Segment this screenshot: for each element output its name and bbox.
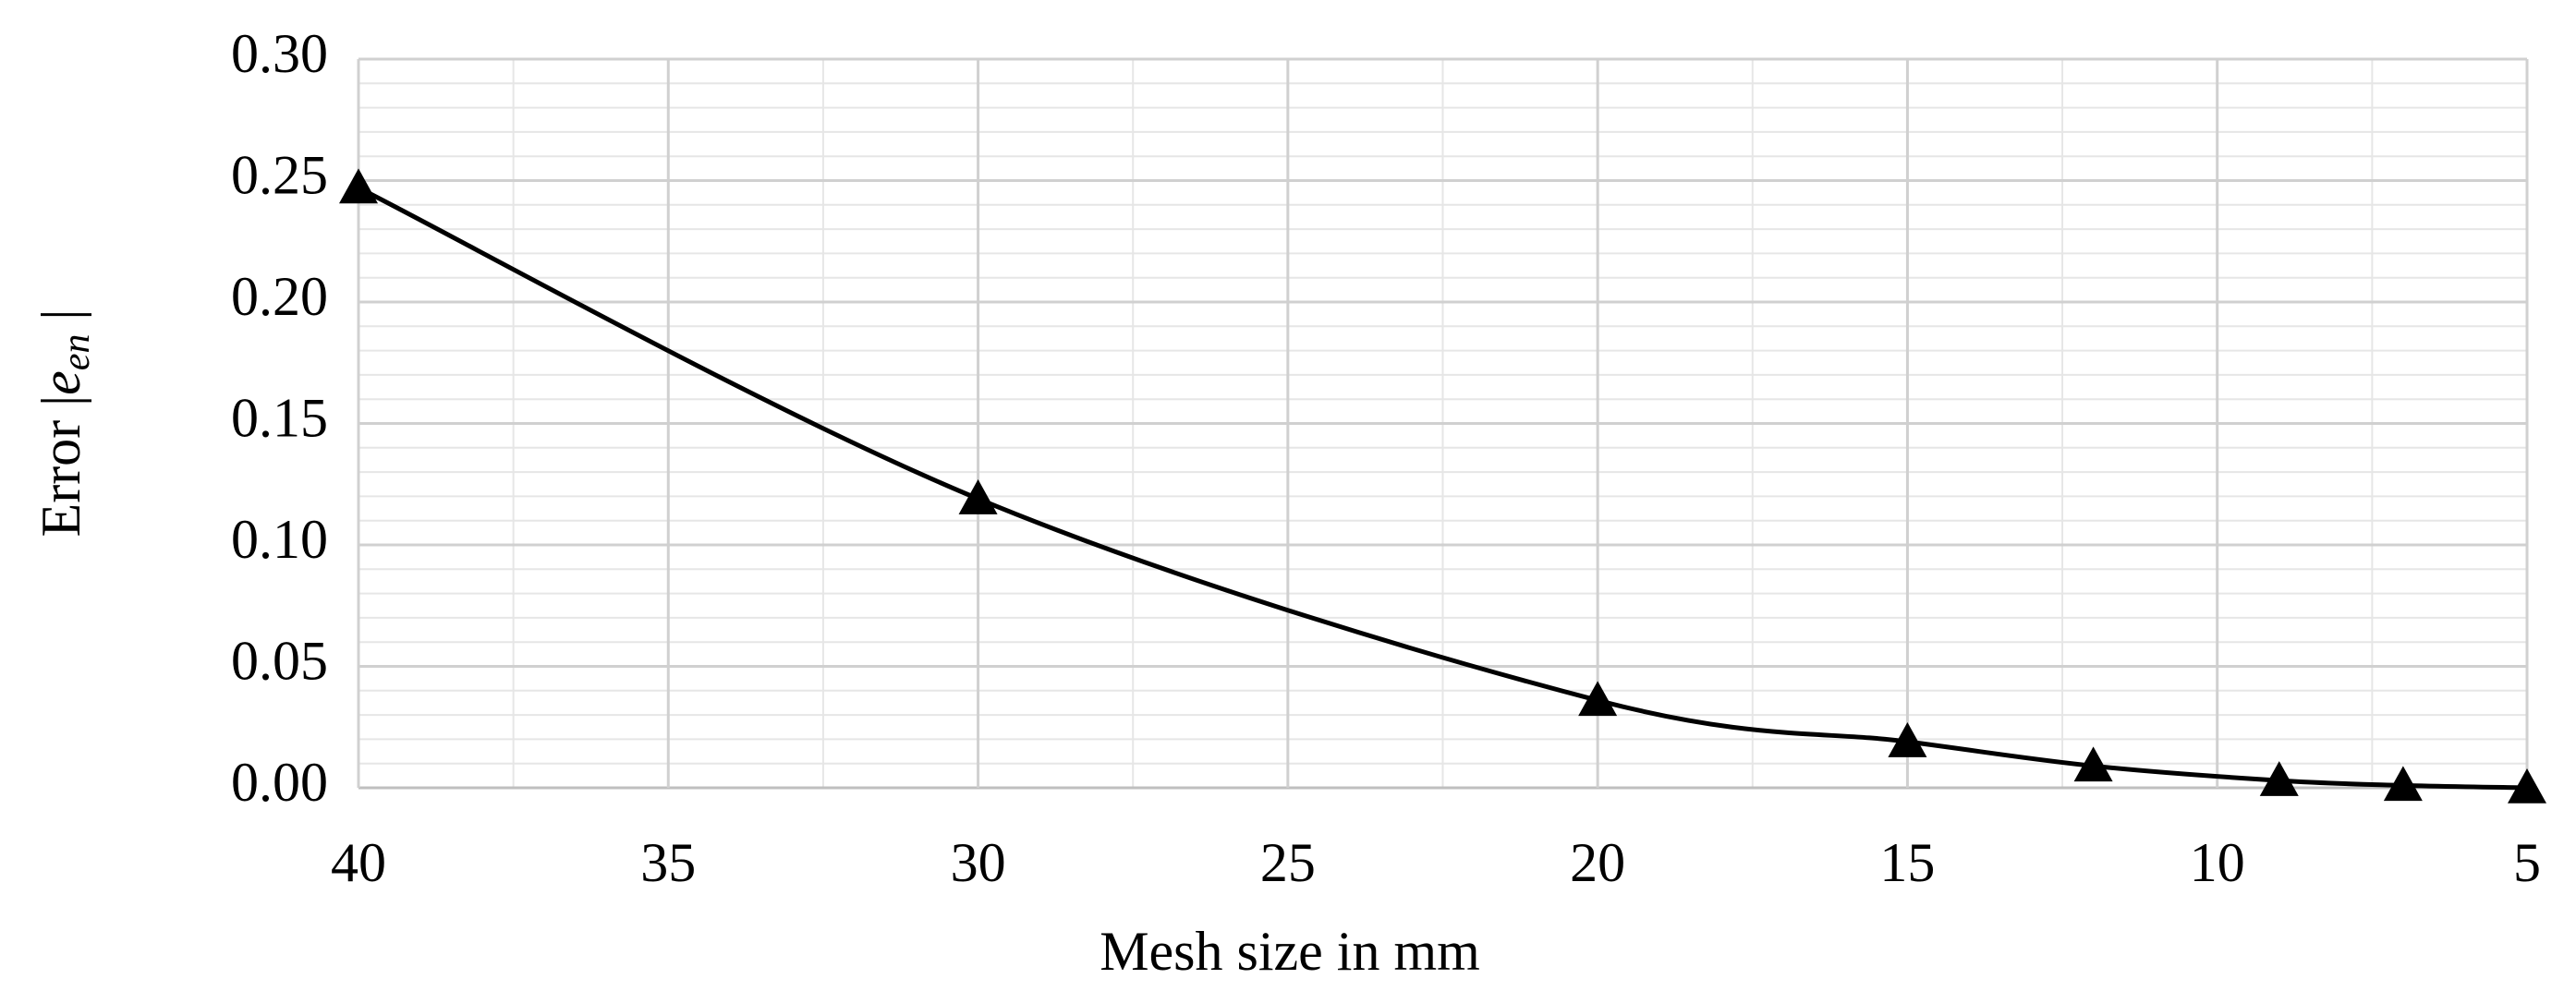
y-tick-label: 0.25 — [231, 144, 328, 205]
y-tick-label: 0.15 — [231, 387, 328, 448]
y-tick-label: 0.30 — [231, 23, 328, 84]
y-tick-label: 0.05 — [231, 630, 328, 691]
x-tick-label: 40 — [331, 832, 386, 893]
y-label-var: e — [30, 370, 91, 395]
x-tick-label: 15 — [1879, 832, 1935, 893]
data-point — [958, 479, 998, 514]
data-point — [339, 168, 378, 204]
data-point — [1888, 722, 1927, 757]
y-label-end: | — [30, 309, 91, 334]
data-point — [1578, 681, 1618, 717]
data-point — [2073, 746, 2113, 782]
y-label-sub: en — [55, 334, 98, 371]
x-tick-label: 10 — [2190, 832, 2245, 893]
x-tick-label: 5 — [2513, 832, 2541, 893]
x-tick-label: 35 — [640, 832, 696, 893]
y-tick-label: 0.10 — [231, 509, 328, 570]
data-point — [2383, 766, 2423, 802]
y-tick-label: 0.00 — [231, 752, 328, 813]
x-axis-label: Mesh size in mm — [1100, 921, 1480, 982]
data-point — [2259, 761, 2299, 796]
y-tick-label: 0.20 — [231, 266, 328, 327]
x-tick-label: 25 — [1260, 832, 1316, 893]
x-tick-label: 20 — [1570, 832, 1625, 893]
x-tick-label: 30 — [951, 832, 1006, 893]
data-line — [357, 186, 2528, 791]
y-axis-label: Error |een | — [30, 309, 98, 538]
y-label-text: Error | — [30, 395, 91, 538]
data-point — [2508, 768, 2546, 804]
